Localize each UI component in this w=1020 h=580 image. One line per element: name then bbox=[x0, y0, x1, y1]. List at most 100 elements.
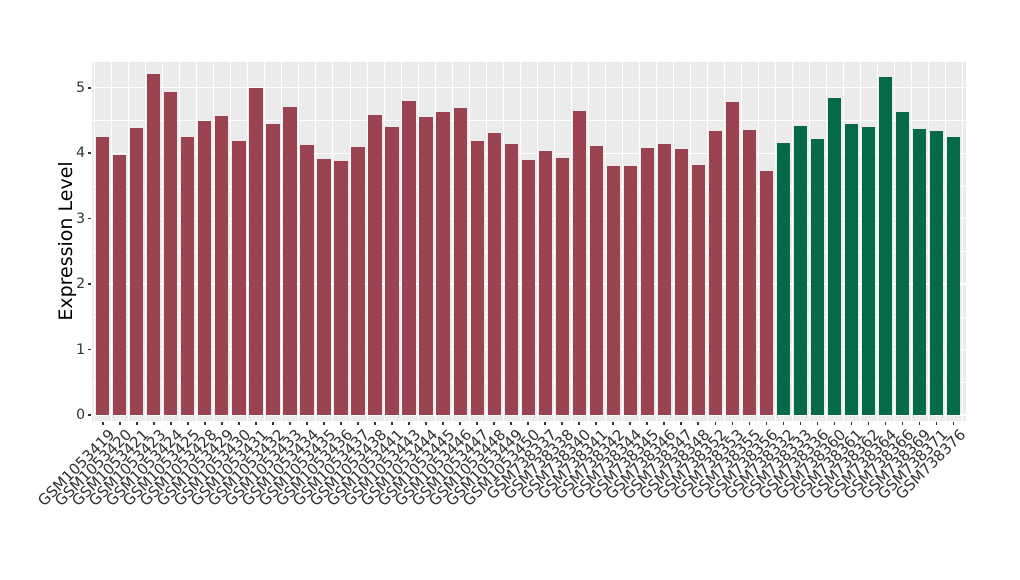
vertical-gridline bbox=[910, 62, 912, 421]
x-tick-mark bbox=[714, 421, 717, 425]
vertical-gridline bbox=[945, 62, 946, 421]
vertical-gridline bbox=[893, 62, 895, 421]
bar bbox=[368, 115, 382, 415]
bar bbox=[708, 130, 722, 415]
bar bbox=[487, 132, 501, 415]
y-axis-title: Expression Level bbox=[55, 161, 77, 321]
bar bbox=[283, 106, 297, 415]
vertical-gridline bbox=[196, 62, 198, 421]
x-tick-mark bbox=[680, 421, 683, 425]
y-tick-mark bbox=[87, 348, 91, 351]
bar bbox=[300, 144, 314, 415]
bar bbox=[810, 139, 824, 415]
x-tick-mark bbox=[663, 421, 666, 425]
x-tick-mark bbox=[357, 421, 359, 425]
vertical-gridline bbox=[230, 62, 232, 421]
x-tick-mark bbox=[561, 421, 563, 425]
y-tick-label: 4 bbox=[76, 145, 85, 162]
x-tick-mark bbox=[816, 421, 819, 425]
vertical-gridline bbox=[774, 62, 776, 421]
x-tick-mark bbox=[153, 421, 155, 425]
vertical-gridline bbox=[825, 62, 827, 421]
bar bbox=[691, 164, 705, 415]
bar bbox=[113, 154, 127, 415]
vertical-gridline bbox=[434, 62, 436, 421]
bar bbox=[521, 159, 535, 415]
vertical-gridline bbox=[757, 62, 759, 421]
bar bbox=[606, 166, 620, 415]
bar bbox=[674, 149, 688, 415]
x-tick-mark bbox=[850, 421, 853, 425]
x-tick-mark bbox=[391, 421, 393, 425]
vertical-gridline bbox=[366, 62, 368, 421]
x-tick-mark bbox=[646, 421, 649, 425]
y-tick-label: 1 bbox=[76, 341, 85, 358]
vertical-gridline bbox=[859, 62, 861, 421]
bar bbox=[249, 87, 263, 415]
x-tick-mark bbox=[867, 421, 870, 425]
vertical-gridline bbox=[587, 62, 589, 421]
bar bbox=[130, 127, 144, 415]
vertical-gridline bbox=[298, 62, 300, 421]
bar bbox=[164, 91, 178, 415]
vertical-gridline bbox=[417, 62, 419, 421]
bar bbox=[776, 142, 790, 415]
x-tick-mark bbox=[833, 421, 836, 425]
x-tick-mark bbox=[952, 421, 955, 425]
x-tick-mark bbox=[748, 421, 751, 425]
y-tick-mark bbox=[87, 86, 91, 89]
vertical-gridline bbox=[672, 62, 674, 421]
vertical-gridline bbox=[791, 62, 793, 421]
vertical-gridline bbox=[111, 62, 113, 421]
x-tick-mark bbox=[170, 421, 172, 425]
bar bbox=[861, 127, 876, 415]
bar bbox=[147, 74, 161, 415]
y-tick-label: 0 bbox=[76, 407, 85, 423]
bar bbox=[504, 144, 518, 415]
bar bbox=[351, 146, 365, 415]
x-tick-mark bbox=[697, 421, 700, 425]
vertical-gridline bbox=[553, 62, 555, 421]
vertical-gridline bbox=[315, 62, 317, 421]
bar bbox=[232, 141, 246, 415]
minor-gridline bbox=[92, 120, 966, 122]
major-gridline bbox=[92, 152, 966, 154]
y-tick-mark bbox=[87, 217, 91, 220]
x-tick-mark bbox=[918, 421, 921, 425]
y-tick-mark bbox=[87, 283, 91, 285]
x-tick-mark bbox=[884, 421, 887, 425]
bar bbox=[453, 108, 467, 415]
vertical-gridline bbox=[281, 62, 283, 421]
x-tick-mark bbox=[782, 421, 785, 425]
vertical-gridline bbox=[247, 62, 249, 421]
x-tick-mark bbox=[799, 421, 802, 425]
x-tick-mark bbox=[442, 421, 444, 425]
bar bbox=[793, 126, 807, 415]
x-tick-mark bbox=[765, 421, 768, 425]
vertical-gridline bbox=[876, 62, 878, 421]
x-tick-mark bbox=[238, 421, 240, 425]
vertical-gridline bbox=[264, 62, 266, 421]
x-tick-mark bbox=[476, 421, 478, 425]
bar bbox=[640, 147, 654, 415]
x-tick-mark bbox=[527, 421, 529, 425]
vertical-gridline bbox=[502, 62, 504, 421]
vertical-gridline bbox=[145, 62, 147, 421]
vertical-gridline bbox=[451, 62, 453, 421]
bar bbox=[436, 111, 450, 415]
bar bbox=[844, 123, 858, 415]
bar bbox=[470, 141, 484, 415]
bar bbox=[589, 146, 603, 415]
bar bbox=[215, 115, 229, 415]
x-tick-mark bbox=[578, 421, 580, 425]
bar bbox=[895, 111, 910, 415]
vertical-gridline bbox=[706, 62, 708, 421]
vertical-gridline bbox=[570, 62, 572, 421]
x-tick-mark bbox=[425, 421, 427, 425]
vertical-gridline bbox=[655, 62, 657, 421]
x-tick-mark bbox=[119, 421, 121, 425]
x-tick-mark bbox=[306, 421, 308, 425]
bar bbox=[657, 144, 671, 415]
x-tick-mark bbox=[935, 421, 938, 425]
